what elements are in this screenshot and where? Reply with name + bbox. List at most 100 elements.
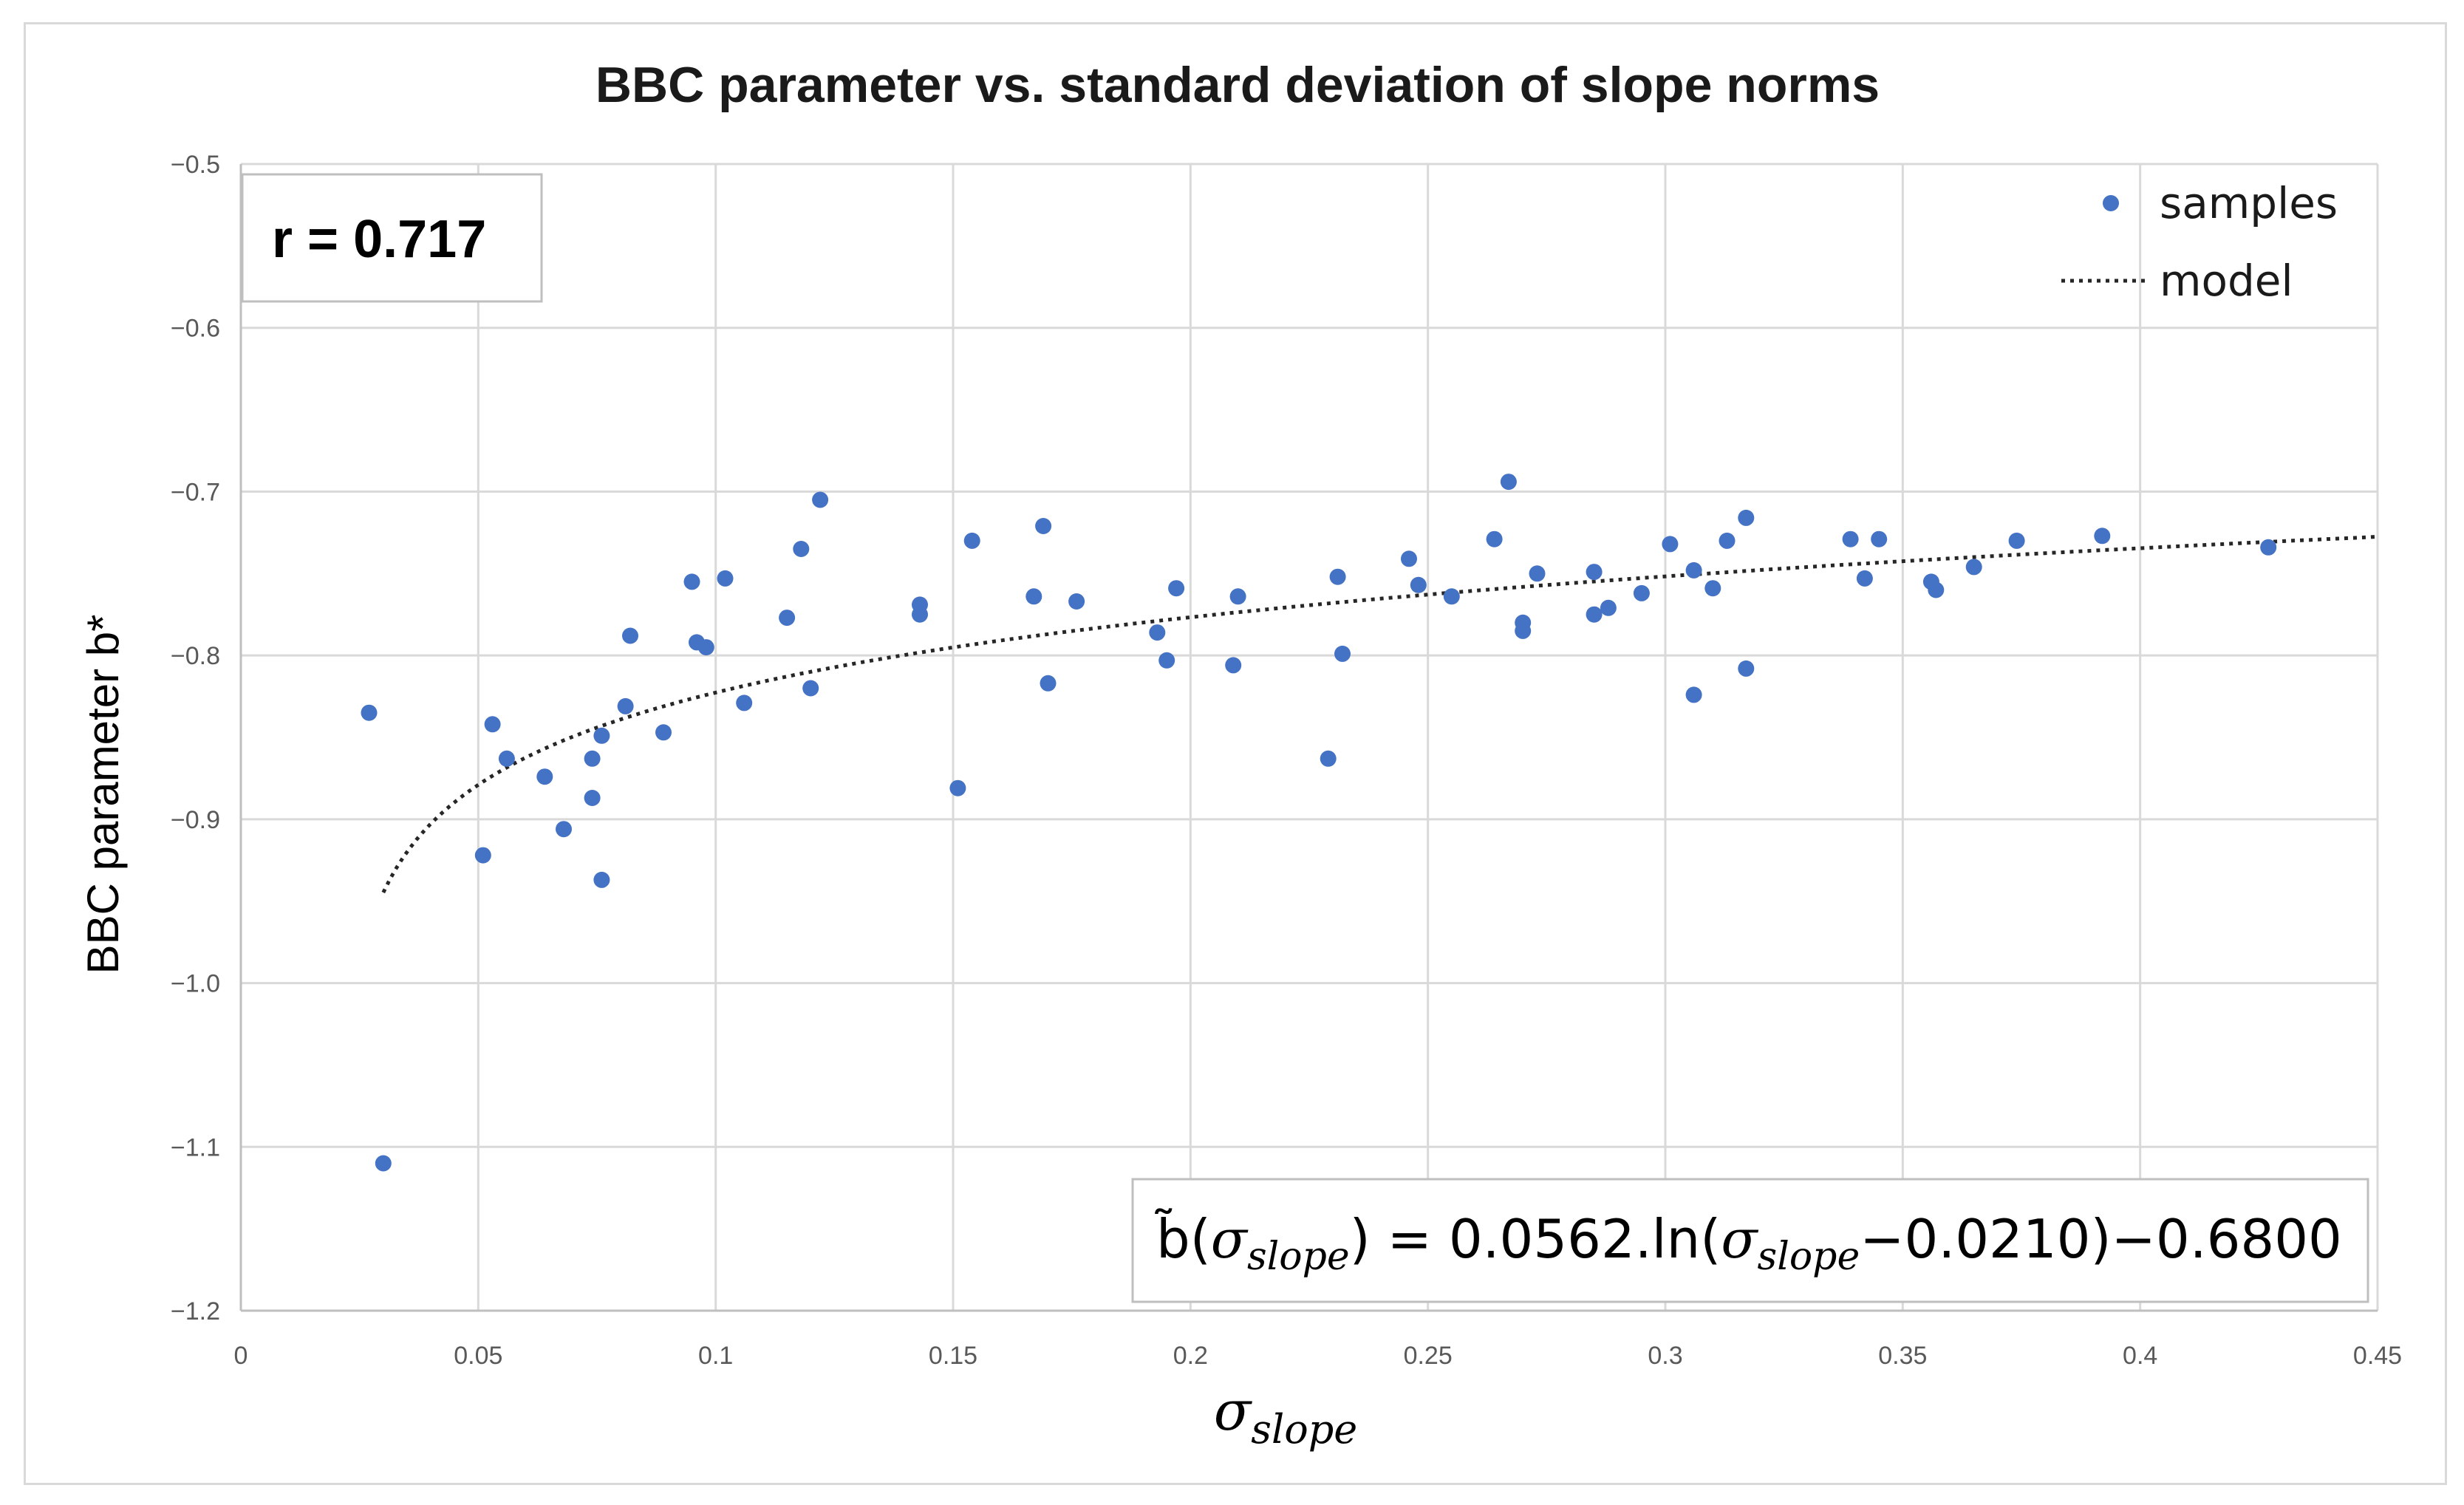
sample-point (793, 541, 810, 557)
sample-point (1168, 580, 1185, 597)
sample-point (1842, 530, 1859, 547)
sample-point (556, 821, 572, 838)
sample-point (484, 716, 501, 733)
sample-point (1586, 564, 1603, 581)
sample-point (1704, 580, 1721, 597)
sample-point (697, 639, 714, 656)
x-tick-label: 0.05 (454, 1342, 502, 1370)
sample-point (1486, 530, 1503, 547)
sample-point (1443, 588, 1460, 605)
y-tick-label: −0.8 (171, 642, 220, 670)
model-curve (381, 535, 2378, 894)
sample-point (717, 570, 734, 587)
x-axis-subscript: slope (1251, 1406, 1357, 1453)
sample-point (736, 695, 753, 711)
sample-point (622, 627, 638, 644)
sample-point (1965, 559, 1982, 576)
y-axis-title: BBC parameter b* (78, 615, 128, 975)
y-tick-label: −0.7 (171, 478, 220, 506)
equation-mid: ) = 0.0562.ln( (1350, 1208, 1721, 1270)
sample-point (779, 610, 796, 627)
sample-point (1529, 565, 1546, 582)
x-axis-title: σslope (1214, 1379, 1358, 1453)
sample-point (1500, 474, 1517, 491)
sample-point (361, 704, 378, 721)
sample-point (1229, 588, 1246, 605)
sample-point (1149, 624, 1166, 641)
x-tick-label: 0.15 (929, 1342, 977, 1370)
sample-point (375, 1155, 392, 1172)
sample-point (1040, 675, 1057, 692)
equation-lhs: b̃( (1155, 1208, 1211, 1270)
sample-point (1871, 530, 1888, 547)
sample-point (1410, 576, 1427, 593)
sample-point (963, 532, 980, 549)
chart-title: BBC parameter vs. standard deviation of … (595, 57, 1880, 113)
equation-box-border (1131, 1178, 2369, 1303)
equation-symbol-1: σ (1211, 1208, 1249, 1270)
x-tick-label: 0.3 (1648, 1342, 1682, 1370)
equation-symbol-2: σ (1721, 1208, 1758, 1270)
correlation-box: r = 0.717 (241, 173, 543, 303)
x-tick-label: 0.35 (1878, 1342, 1927, 1370)
equation-box: b̃(σslope) = 0.0562.ln(σslope−0.0210)−0.… (1131, 1178, 2369, 1303)
sample-point (1662, 536, 1679, 553)
x-tick-label: 0.1 (698, 1342, 733, 1370)
sample-point (1856, 570, 1873, 587)
equation-tail: −0.0210)−0.6800 (1860, 1208, 2342, 1270)
y-tick-label: −0.9 (171, 806, 220, 834)
sample-point (1928, 581, 1945, 598)
legend: samples model (2061, 178, 2338, 306)
sample-point (584, 790, 601, 806)
y-tick-label: −1.1 (171, 1133, 220, 1161)
sample-point (1738, 509, 1755, 526)
sample-point (593, 871, 610, 888)
sample-point (1334, 645, 1351, 662)
grid-lines (241, 163, 2379, 1311)
sample-point (1068, 593, 1085, 610)
sample-point (2094, 528, 2111, 545)
legend-samples-label: samples (2160, 178, 2338, 228)
sample-point (1225, 657, 1242, 674)
sample-point (912, 606, 928, 623)
sample-point (655, 724, 672, 741)
sample-point (2260, 539, 2277, 556)
sample-point (1738, 660, 1755, 677)
sample-point (1685, 562, 1702, 579)
sample-point (593, 727, 610, 744)
x-tick-label: 0 (234, 1342, 248, 1370)
sample-point (536, 768, 553, 785)
sample-point (1719, 532, 1736, 549)
sample-point (474, 847, 491, 864)
sample-point (498, 750, 515, 767)
x-tick-label: 0.4 (2123, 1342, 2157, 1370)
sample-point (1320, 750, 1337, 767)
sample-point (802, 680, 819, 697)
sample-point (584, 750, 601, 767)
x-tick-labels: 0 0.05 0.1 0.15 0.2 0.25 0.3 0.35 0.4 0.45 (234, 1342, 2403, 1370)
equation-subscript-2: slope (1758, 1235, 1860, 1279)
axes (239, 164, 2378, 1312)
sample-point (1401, 550, 1417, 567)
y-tick-label: −1.0 (171, 970, 220, 998)
y-tick-label: −1.2 (171, 1297, 220, 1325)
correlation-box-border (241, 173, 543, 303)
equation-subscript-1: slope (1247, 1235, 1350, 1279)
sample-point (949, 779, 966, 796)
sample-point (1685, 686, 1702, 703)
y-tick-label: −0.5 (171, 151, 220, 179)
sample-point (1586, 606, 1603, 623)
sample-point (2008, 532, 2025, 549)
sample-point (812, 491, 829, 508)
sample-point (1035, 518, 1052, 534)
sample-point (1025, 588, 1042, 605)
sample-point (1600, 599, 1617, 616)
legend-model-label: model (2160, 256, 2293, 306)
sample-point (1158, 652, 1175, 669)
x-axis-symbol: σ (1214, 1379, 1253, 1443)
sample-point (1329, 568, 1346, 585)
model-equation: b̃(σslope) = 0.0562.ln(σslope−0.0210)−0.… (1155, 1208, 2342, 1279)
legend-samples-marker (2103, 195, 2119, 211)
x-tick-label: 0.2 (1173, 1342, 1208, 1370)
